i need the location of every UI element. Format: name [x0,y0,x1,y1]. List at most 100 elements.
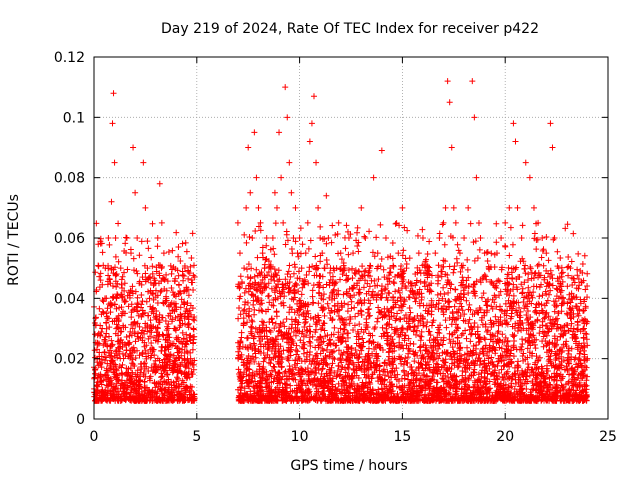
data-point [154,243,161,250]
data-point [476,246,483,253]
data-point [374,318,381,325]
data-point [132,354,139,361]
data-point [186,307,193,314]
data-point [185,268,192,275]
data-point [539,292,546,299]
data-point [157,288,164,295]
data-point [100,298,107,305]
data-point [471,257,478,264]
data-point [184,286,191,293]
data-point [295,253,302,260]
data-point [95,396,102,403]
data-point [104,281,111,288]
data-point [162,344,169,351]
data-point [177,390,184,397]
data-point [154,325,161,332]
data-point [121,299,128,306]
data-point [404,227,411,234]
data-point [335,362,342,369]
data-point [126,396,133,403]
data-point [323,346,330,353]
data-point [122,352,129,359]
data-point [166,393,173,400]
data-point [154,366,161,373]
data-point [107,309,114,316]
data-point [496,278,503,285]
data-point [155,319,162,326]
data-point [148,340,155,347]
data-point [169,361,176,368]
data-point [455,247,462,254]
data-point [176,345,183,352]
data-point [186,270,193,277]
data-point [154,292,161,299]
data-point [390,263,397,270]
data-point [109,358,116,365]
data-point [252,228,259,235]
data-point [98,329,105,336]
data-point [110,270,117,277]
data-point [100,342,107,349]
data-point [298,291,305,298]
data-point [104,360,111,367]
data-point [167,262,174,269]
data-point [275,267,282,274]
data-point [92,269,99,276]
data-point [461,291,468,298]
data-point [307,339,314,346]
data-point [168,299,175,306]
data-point [581,252,588,259]
data-point [176,383,183,390]
data-point [168,284,175,291]
data-point [150,346,157,353]
data-point [265,292,272,299]
data-point [156,311,163,318]
data-point [543,233,550,240]
data-point [509,241,516,248]
data-point [140,371,147,378]
data-point [531,308,538,315]
data-point [142,387,149,394]
data-point [144,288,151,295]
data-point [191,391,198,398]
data-point [342,245,349,252]
data-point [450,269,457,276]
data-point [109,341,116,348]
data-point [133,304,140,311]
data-point [99,249,106,256]
data-point [498,366,505,373]
data-point [132,394,139,401]
data-point [132,338,139,345]
data-point [101,336,108,343]
data-point [113,380,120,387]
data-point [443,324,450,331]
data-point [454,324,461,331]
data-point [185,321,192,328]
data-point [170,367,177,374]
data-point [521,266,528,273]
data-point [164,389,171,396]
data-point [584,270,591,277]
data-point [175,253,182,260]
data-point [151,393,158,400]
data-point [331,324,338,331]
data-point [111,317,118,324]
data-point [568,258,575,265]
data-point [132,321,139,328]
data-point [135,392,142,399]
data-point [163,271,170,278]
data-point [136,378,143,385]
data-point [445,298,452,305]
data-point [169,289,176,296]
data-point [149,270,156,277]
data-point [175,281,182,288]
data-point [143,384,150,391]
data-point [150,304,157,311]
data-point [241,289,248,296]
data-point [118,281,125,288]
data-point [125,365,132,372]
data-point [141,397,148,404]
data-point [109,283,116,290]
data-point [143,353,150,360]
data-point [351,304,358,311]
